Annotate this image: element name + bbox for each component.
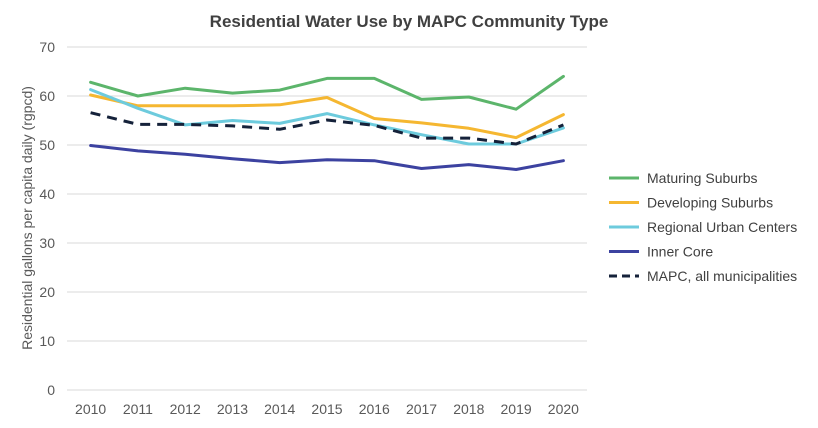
x-tick-label: 2011 — [123, 401, 153, 417]
series-line-3 — [89, 144, 565, 171]
x-axis-ticks: 2010 2011 2012 2013 2014 2015 2016 2017 2018 2019… — [75, 401, 579, 417]
y-tick-label: 50 — [39, 137, 55, 153]
legend-label: Maturing Suburbs — [647, 170, 758, 186]
series-line-4 — [90, 111, 564, 146]
y-tick-label: 70 — [39, 39, 55, 55]
x-tick-label: 2018 — [453, 401, 484, 417]
y-axis-label: Residential gallons per capita daily (rg… — [19, 86, 35, 350]
y-tick-label: 40 — [39, 186, 55, 202]
y-tick-label: 0 — [47, 382, 55, 398]
series-line-0 — [89, 74, 565, 111]
x-tick-label: 2012 — [170, 401, 201, 417]
y-tick-label: 10 — [39, 333, 55, 349]
y-tick-label: 30 — [39, 235, 55, 251]
series-lines — [89, 74, 565, 171]
y-tick-label: 60 — [39, 88, 55, 104]
legend-label: Developing Suburbs — [647, 195, 773, 211]
x-tick-label: 2019 — [501, 401, 532, 417]
x-tick-label: 2014 — [264, 401, 295, 417]
x-tick-label: 2010 — [75, 401, 106, 417]
y-axis-ticks: 0 10 20 30 40 50 60 70 — [39, 39, 55, 398]
chart-title: Residential Water Use by MAPC Community … — [210, 12, 609, 31]
legend-label: Regional Urban Centers — [647, 219, 797, 235]
x-tick-label: 2013 — [217, 401, 248, 417]
legend-label: Inner Core — [647, 244, 713, 260]
legend: Maturing Suburbs Developing Suburbs Region… — [609, 170, 797, 284]
y-tick-label: 20 — [39, 284, 55, 300]
series-line-2 — [89, 88, 565, 146]
series-line-1 — [89, 93, 565, 140]
x-tick-label: 2020 — [548, 401, 579, 417]
x-tick-label: 2015 — [311, 401, 342, 417]
gridlines — [67, 46, 587, 391]
x-tick-label: 2016 — [359, 401, 390, 417]
x-tick-label: 2017 — [406, 401, 437, 417]
legend-label: MAPC, all municipalities — [647, 268, 797, 284]
